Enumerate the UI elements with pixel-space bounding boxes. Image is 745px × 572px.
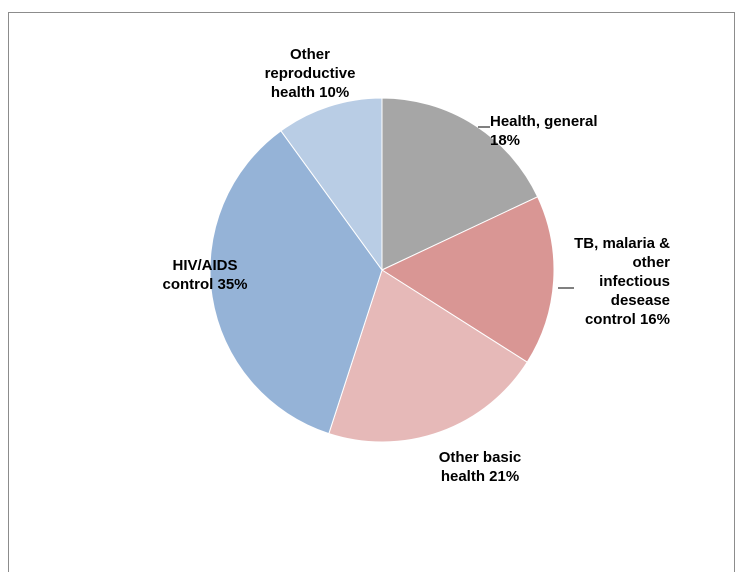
slice-label-line: Other basic <box>439 449 522 466</box>
slice-label: Other basic health 21% <box>439 449 522 485</box>
pie-slice <box>380 196 555 363</box>
chart-area <box>8 12 735 572</box>
slice-label: TB, malaria & other infectious desease contr… <box>574 235 670 328</box>
leader-lines <box>478 126 574 289</box>
pie-slices <box>209 97 555 443</box>
slice-label-line: control 35% <box>162 276 247 293</box>
slice-label-line: Health, general <box>490 113 598 130</box>
slice-labels: Health, general 18% TB, malaria & other infe… <box>162 46 670 485</box>
slice-label: HIV/AIDS control 35% <box>162 257 247 293</box>
slice-label: Other reproductive health 10% <box>265 46 356 101</box>
slice-label-line: reproductive <box>265 65 356 82</box>
slice-label-line: health 21% <box>441 468 519 485</box>
slice-label-line: health 10% <box>271 84 349 101</box>
slice-label-line: control 16% <box>585 311 670 328</box>
slice-label-line: 18% <box>490 132 520 149</box>
pie-slice <box>381 97 539 271</box>
pie-slice <box>328 269 528 443</box>
pie-slice <box>280 97 383 272</box>
slice-label-line: TB, malaria & <box>574 235 670 252</box>
slice-label-line: other <box>633 254 671 271</box>
slice-label-line: desease <box>611 292 670 309</box>
pie-slice <box>209 130 383 435</box>
slice-label: Health, general 18% <box>490 113 598 149</box>
slice-label-line: HIV/AIDS <box>172 257 237 274</box>
slice-label-line: Other <box>290 46 330 63</box>
slice-label-line: infectious <box>599 273 670 290</box>
